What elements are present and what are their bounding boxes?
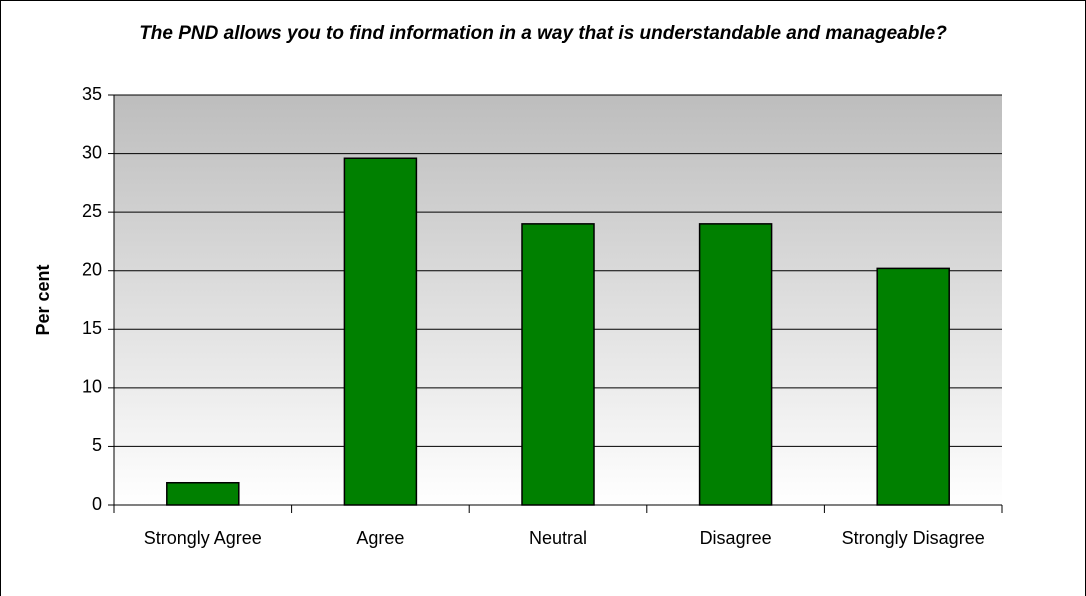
bar [166,481,240,506]
chart-title: The PND allows you to find information i… [139,23,947,44]
y-tick-label: 30 [82,142,102,162]
x-tick-label: Agree [356,528,405,548]
y-tick-label: 25 [82,201,102,221]
y-tick-label: 10 [82,377,102,397]
y-tick-label: 20 [82,259,102,279]
y-tick-label: 15 [82,318,102,338]
y-tick-label: 5 [92,435,102,455]
bar [521,223,595,506]
x-tick-label: Neutral [528,528,588,548]
bar [876,267,950,506]
y-tick-label: 35 [82,84,102,104]
y-axis-label: Per cent [33,264,53,335]
bar [343,157,418,506]
y-tick-label: 0 [92,494,102,514]
x-tick-label: Strongly Agree [143,528,262,548]
x-tick-label: Strongly Disagree [841,528,985,548]
bar [698,223,773,506]
x-tick-label: Disagree [699,528,772,548]
